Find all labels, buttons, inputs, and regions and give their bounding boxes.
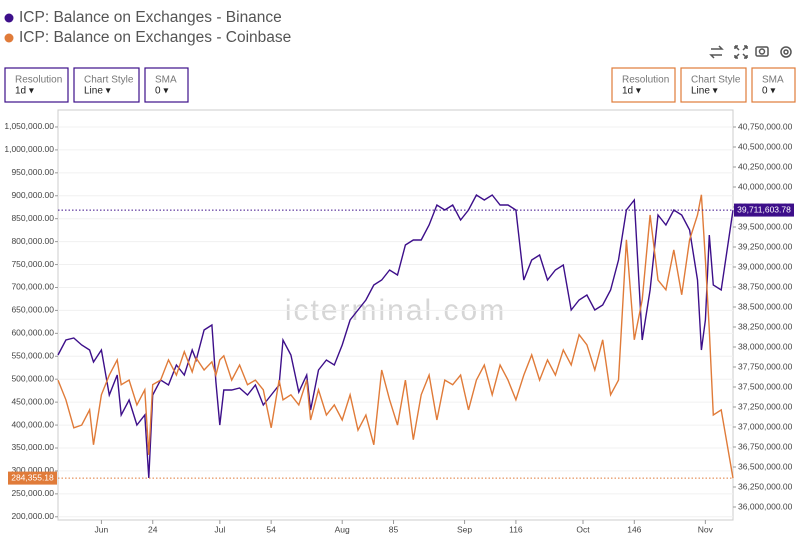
y-tick-label: 250,000.00: [11, 488, 54, 498]
last-value-box: [734, 203, 794, 217]
toolbar[interactable]: [709, 45, 792, 59]
series-line: [57, 194, 734, 479]
control-title: Resolution: [622, 75, 669, 86]
y2-tick-label: 36,000,000.00: [738, 501, 793, 511]
x-tick-label: Aug: [335, 524, 350, 534]
control-box[interactable]: [144, 67, 189, 103]
last-value-box: [8, 471, 57, 485]
x-tick-label: 85: [389, 524, 399, 534]
camera-icon[interactable]: [755, 46, 769, 57]
y-tick-label: 750,000.00: [11, 259, 54, 269]
y2-tick-label: 38,750,000.00: [738, 281, 793, 291]
y2-tick-label: 36,500,000.00: [738, 461, 793, 471]
y2-tick-label: 38,250,000.00: [738, 321, 793, 331]
y2-tick-label: 36,750,000.00: [738, 441, 793, 451]
plot-frame: [57, 109, 734, 521]
y2-tick-label: 40,000,000.00: [738, 181, 793, 191]
y-tick-label: 800,000.00: [11, 236, 54, 246]
y2-tick-label: 39,000,000.00: [738, 261, 793, 271]
y-tick-label: 900,000.00: [11, 190, 54, 200]
y-tick-label: 550,000.00: [11, 351, 54, 361]
y2-tick-label: 37,750,000.00: [738, 361, 793, 371]
last-value-label: 39,711,603.78: [737, 204, 791, 214]
control-box[interactable]: [611, 67, 676, 103]
legend-label: ICP: Balance on Exchanges - Binance: [19, 9, 282, 26]
y-tick-label: 200,000.00: [11, 511, 54, 521]
last-value-label: 284,355.18: [11, 472, 54, 482]
x-tick-label: Oct: [576, 524, 590, 534]
control-value[interactable]: Line ▾: [84, 86, 111, 97]
y2-tick-label: 39,250,000.00: [738, 241, 793, 251]
x-tick-label: 146: [627, 524, 641, 534]
series-line: [57, 194, 734, 479]
control-title: Chart Style: [84, 75, 134, 86]
settings-icon[interactable]: [780, 46, 792, 58]
camera-lens: [758, 48, 766, 55]
control-box[interactable]: [73, 67, 140, 103]
control-title: SMA: [155, 75, 177, 86]
control-box[interactable]: [4, 67, 69, 103]
y2-tick-label: 40,250,000.00: [738, 161, 793, 171]
y-tick-label: 600,000.00: [11, 328, 54, 338]
y-tick-label: 950,000.00: [11, 167, 54, 177]
x-tick-label: Jul: [214, 524, 225, 534]
y2-tick-label: 39,500,000.00: [738, 221, 793, 231]
y2-tick-label: 38,500,000.00: [738, 301, 793, 311]
y2-tick-label: 40,500,000.00: [738, 141, 793, 151]
control-value[interactable]: 1d ▾: [622, 86, 641, 97]
y-tick-label: 700,000.00: [11, 282, 54, 292]
x-tick-label: Jun: [95, 524, 109, 534]
y-tick-label: 300,000.00: [11, 465, 54, 475]
settings-center: [783, 49, 789, 55]
y-tick-label: 450,000.00: [11, 396, 54, 406]
y2-tick-label: 36,250,000.00: [738, 481, 793, 491]
control-box[interactable]: [751, 67, 796, 103]
x-tick-label: 116: [509, 524, 523, 534]
y-tick-label: 400,000.00: [11, 419, 54, 429]
control-box[interactable]: [680, 67, 747, 103]
y2-tick-label: 37,500,000.00: [738, 381, 793, 391]
control-title: Chart Style: [691, 75, 741, 86]
y2-tick-label: 37,000,000.00: [738, 421, 793, 431]
control-title: Resolution: [15, 75, 62, 86]
control-value[interactable]: 1d ▾: [15, 86, 34, 97]
control-value[interactable]: 0 ▾: [155, 86, 168, 97]
compare-icon[interactable]: [709, 45, 724, 59]
control-value[interactable]: Line ▾: [691, 86, 718, 97]
legend-marker: [4, 33, 14, 43]
y-tick-label: 650,000.00: [11, 305, 54, 315]
y-tick-label: 1,000,000.00: [4, 144, 54, 154]
y-tick-label: 850,000.00: [11, 213, 54, 223]
y2-tick-label: 37,250,000.00: [738, 401, 793, 411]
fullscreen-icon[interactable]: [734, 45, 748, 59]
control-title: SMA: [762, 75, 784, 86]
y-tick-label: 1,050,000.00: [4, 121, 54, 131]
legend-label: ICP: Balance on Exchanges - Coinbase: [19, 29, 291, 46]
x-tick-label: 54: [266, 524, 276, 534]
x-tick-label: 24: [148, 524, 158, 534]
x-tick-label: Nov: [698, 524, 714, 534]
x-tick-label: Sep: [457, 524, 472, 534]
y2-tick-label: 40,750,000.00: [738, 121, 793, 131]
y2-tick-label: 38,000,000.00: [738, 341, 793, 351]
y-tick-label: 350,000.00: [11, 442, 54, 452]
control-value[interactable]: 0 ▾: [762, 86, 775, 97]
y-tick-label: 500,000.00: [11, 373, 54, 383]
legend-marker: [4, 13, 14, 23]
